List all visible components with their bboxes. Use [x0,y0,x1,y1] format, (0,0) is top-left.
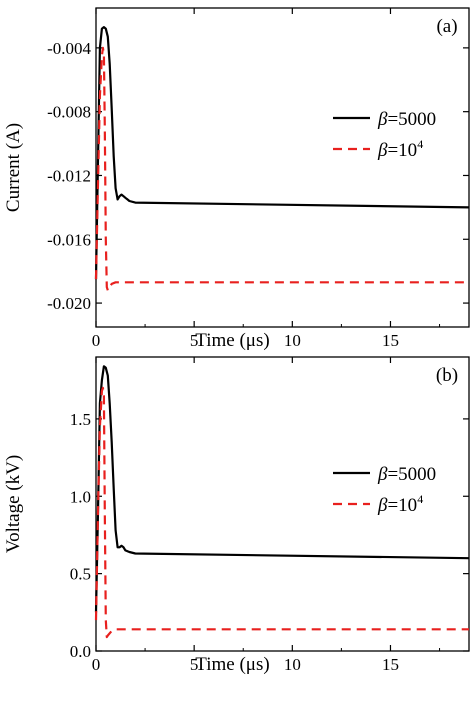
current-series-layer [94,26,470,292]
current-legend: β=5000 β=104 [333,109,436,161]
voltage-series-layer [94,365,470,639]
current-legend-label-beta-10e4: β=104 [377,137,423,161]
voltage-panel-label: (b) [436,365,458,386]
voltage-legend-label-beta-5000: β=5000 [377,464,436,485]
current-legend-beta-value-2: =10 [387,140,417,161]
current-panel-label: (a) [436,16,457,37]
current-legend-label-beta-5000: β=5000 [377,109,436,130]
current-x-tick-label: 5 [190,331,199,350]
voltage-legend-beta-value-2: =10 [387,495,417,516]
voltage-legend-beta-exponent: 4 [417,492,423,506]
current-y-tick-label: -0.004 [47,39,91,58]
voltage-legend: β=5000 β=104 [333,464,436,516]
current-y-tick-label: -0.020 [47,294,91,313]
voltage-y-tick-label: 1.0 [70,487,91,506]
voltage-legend-beta-value-1: =5000 [387,464,436,485]
current-legend-beta-exponent: 4 [417,137,423,151]
voltage-ticks: 0 5 10 15 0.0 0.5 1.0 1.5 [70,357,469,674]
voltage-chart-panel: 0 5 10 15 0.0 0.5 1.0 1.5 (b) Time (μs) Voltage… [3,356,470,675]
current-ticks: 0 5 10 15 -0.004 -0.008 -0.012 -0.016 -0.020 [47,8,469,350]
current-y-axis-label: Current (A) [3,123,24,212]
current-plot-frame [95,7,470,328]
current-chart-panel: 0 5 10 15 -0.004 -0.008 -0.012 -0.016 -0.020 (a)… [3,7,470,351]
voltage-x-tick-label: 15 [382,655,399,674]
current-series-line-beta-5000 [94,26,470,280]
current-x-tick-label: 0 [92,331,101,350]
voltage-y-tick-label: 1.5 [70,410,91,429]
current-legend-beta-symbol-1: β [377,109,388,130]
current-x-tick-label: 10 [284,331,301,350]
current-legend-beta-symbol-2: β [377,140,388,161]
voltage-legend-beta-symbol-2: β [377,495,388,516]
current-series-line-beta-10e4 [94,46,469,292]
voltage-legend-beta-symbol-1: β [377,464,388,485]
voltage-legend-label-beta-10e4: β=104 [377,492,423,516]
current-y-tick-label: -0.008 [47,103,91,122]
current-legend-beta-value-1: =5000 [387,109,436,130]
voltage-y-tick-label: 0.0 [70,642,91,661]
current-x-tick-label: 15 [382,331,399,350]
voltage-series-line-beta-5000 [94,365,470,613]
voltage-plot-frame [95,356,470,652]
voltage-y-tick-label: 0.5 [70,565,91,584]
voltage-x-tick-label: 10 [284,655,301,674]
voltage-x-axis-label: Time (μs) [195,654,269,675]
current-y-tick-label: -0.012 [47,166,91,185]
current-x-axis-label: Time (μs) [195,330,269,351]
voltage-x-tick-label: 0 [92,655,101,674]
voltage-x-tick-label: 5 [190,655,199,674]
voltage-y-axis-label: Voltage (kV) [3,455,24,553]
current-y-tick-label: -0.016 [47,230,91,249]
